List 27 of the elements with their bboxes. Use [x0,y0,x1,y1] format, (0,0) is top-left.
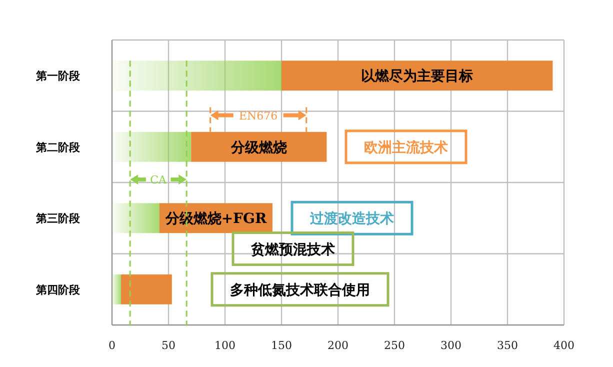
x-tick-label: 0 [108,339,116,352]
x-tick-label: 150 [271,339,292,352]
y-tick-label: 第三阶段 [35,212,81,226]
ref-line-label: EN676 [239,109,278,122]
annotation: 多种低氮技术联合使用 [230,282,370,298]
x-tick-label: 400 [554,339,574,352]
y-tick-label: 第二阶段 [35,140,81,154]
bar [112,203,160,234]
bar [112,60,282,91]
ref-line-label: CA [150,174,168,186]
x-tick-label: 200 [328,339,348,352]
data-label: 分级燃烧 [230,140,287,156]
y-tick-label: 第一阶段 [35,70,81,83]
x-tick-label: 50 [162,339,176,352]
bar [282,60,553,91]
x-tick-label: 250 [384,339,405,352]
bar [112,132,192,162]
x-tick-label: 300 [440,339,462,352]
y-tick-label: 第四阶段 [35,283,81,296]
annotation: 欧洲主流技术 [364,138,448,156]
x-tick-label: 100 [214,339,236,352]
bar [112,274,122,304]
data-label: 以燃尽为主要目标 [361,68,474,85]
bar [121,274,172,304]
annotation: 贫燃预混技术 [250,242,335,258]
annotation: 过渡改造技术 [309,210,394,228]
x-tick-label: 350 [497,339,518,352]
